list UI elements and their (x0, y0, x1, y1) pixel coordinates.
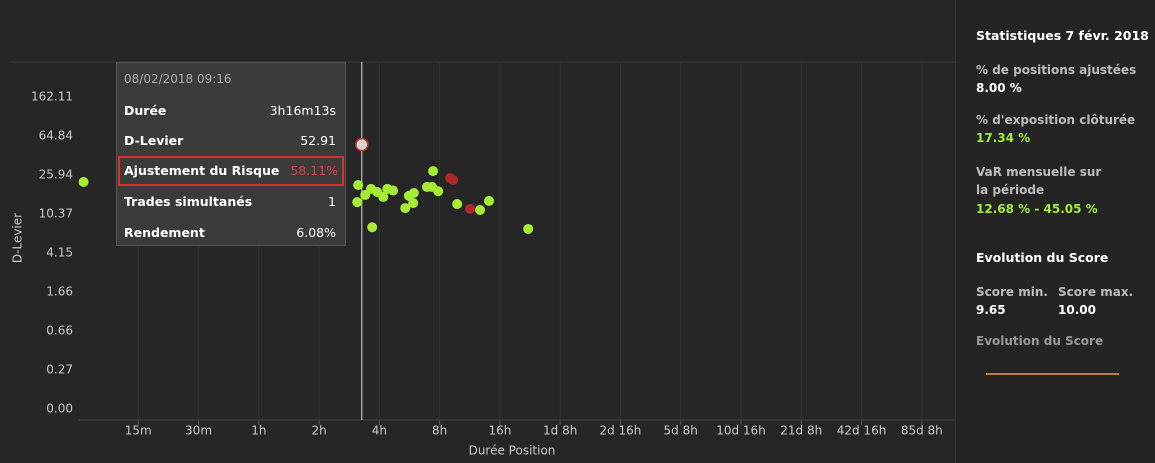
tooltip-value: 58.11% (290, 163, 338, 178)
y-axis-title: D-Levier (11, 213, 25, 263)
selected-point (355, 137, 369, 152)
data-point (78, 177, 89, 188)
x-tick-label: 21d 8h (780, 424, 822, 438)
data-point (408, 198, 419, 209)
x-tick-label: 2h (311, 424, 326, 438)
data-point (378, 191, 389, 202)
sparkline-title: Evolution du Score (976, 334, 1104, 348)
x-tick-label: 15m (125, 424, 152, 438)
y-tick-label: 0.27 (46, 363, 73, 377)
data-point (433, 186, 444, 197)
y-tick-label: 64.84 (39, 129, 73, 143)
data-point (448, 174, 459, 185)
tooltip-label: Rendement (124, 225, 205, 240)
data-point (465, 203, 476, 214)
data-point (367, 222, 378, 233)
tooltip-label: Ajustement du Risque (124, 163, 280, 178)
stat-value: 17.34 % (976, 131, 1031, 145)
x-tick-label: 42d 16h (837, 424, 887, 438)
data-point (352, 197, 363, 208)
x-tick-label: 2d 16h (599, 424, 641, 438)
tooltip-value: 6.08% (296, 225, 336, 240)
stat-value: 8.00 % (976, 81, 1022, 95)
x-tick-label: 85d 8h (901, 424, 943, 438)
panel-title: Statistiques 7 févr. 2018 (976, 28, 1149, 43)
stat-value: 12.68 % - 45.05 % (976, 202, 1098, 216)
x-tick-label: 10d 16h (716, 424, 766, 438)
data-point (353, 180, 364, 191)
data-point (484, 195, 495, 206)
y-tick-label: 1.66 (46, 285, 73, 299)
section-title: Evolution du Score (976, 250, 1109, 265)
tooltip-value: 1 (328, 194, 336, 209)
data-point (408, 187, 419, 198)
sparkline (986, 373, 1119, 375)
tooltip-date: 08/02/2018 09:16 (124, 72, 232, 86)
x-tick-label: 1d 8h (543, 424, 577, 438)
stats-panel: Statistiques 7 févr. 2018 % de positions… (955, 0, 1155, 463)
y-tick-label: 0.00 (46, 402, 73, 416)
tooltip: 08/02/2018 09:16 Durée 3h16m13s D-Levier 5… (116, 62, 346, 246)
tooltip-row-highlighted: Ajustement du Risque 58.11% (118, 156, 344, 186)
y-tick-label: 0.66 (46, 324, 73, 338)
data-point (452, 199, 463, 210)
tooltip-row: Rendement 6.08% (118, 218, 344, 248)
tooltip-value: 52.91 (300, 133, 336, 148)
x-tick-label: 1h (251, 424, 266, 438)
x-tick-label: 16h (488, 424, 511, 438)
stat-value: 10.00 (1058, 303, 1096, 317)
stat-label: Score max. (1058, 285, 1134, 299)
y-tick-label: 25.94 (39, 168, 73, 182)
stat-label: VaR mensuelle sur la période (976, 165, 1102, 197)
x-tick-label: 5d 8h (664, 424, 698, 438)
stat-label: % de positions ajustées (976, 63, 1137, 77)
tooltip-value: 3h16m13s (269, 103, 336, 118)
data-point (400, 203, 411, 214)
tooltip-label: Trades simultanés (124, 194, 253, 209)
x-tick-label: 30m (185, 424, 212, 438)
data-point (388, 185, 399, 196)
tooltip-label: Durée (124, 103, 167, 118)
x-axis-title: Durée Position (469, 444, 556, 458)
x-tick-label: 4h (372, 424, 387, 438)
tooltip-row: D-Levier 52.91 (118, 126, 344, 156)
y-tick-label: 162.11 (31, 90, 73, 104)
x-tick-label: 8h (432, 424, 447, 438)
tooltip-label: D-Levier (124, 133, 184, 148)
data-point (475, 204, 486, 215)
y-tick-label: 4.15 (46, 246, 73, 260)
stat-label: Score min. (976, 285, 1048, 299)
data-point (428, 166, 439, 177)
y-tick-label: 10.37 (39, 207, 73, 221)
stat-label: % d'exposition clôturée (976, 113, 1136, 127)
tooltip-row: Trades simultanés 1 (118, 187, 344, 217)
data-point (523, 223, 534, 234)
tooltip-row: Durée 3h16m13s (118, 96, 344, 126)
stat-value: 9.65 (976, 303, 1006, 317)
